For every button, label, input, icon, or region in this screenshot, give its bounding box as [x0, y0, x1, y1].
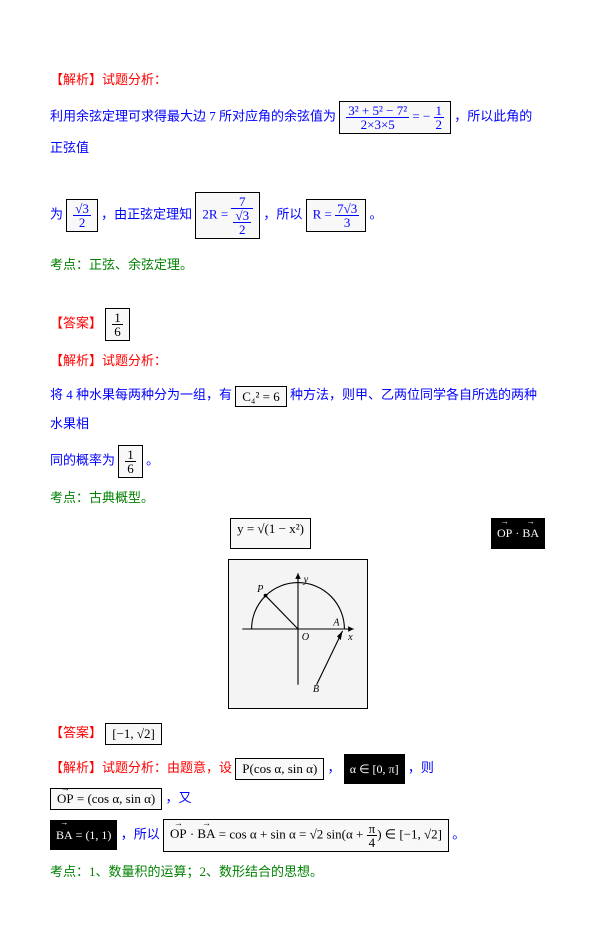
p1-formula-r: R = 7√3 3: [306, 199, 367, 232]
p3-topic: 考点：1、数量积的运算；2、数形结合的思想。: [50, 858, 545, 887]
p2-text-3a: 将 4 种水果每两种分为一组，有: [50, 387, 232, 402]
frac: 7 √3 2: [231, 195, 253, 236]
p1-text-3b: ，由正弦定理知: [101, 207, 192, 222]
p3-text-2a: 【解析】试题分析：由题意，设: [50, 760, 232, 775]
p2-text-4b: 。: [146, 452, 159, 467]
axis-y-label: y: [302, 574, 308, 585]
p3-formula-op: OP = (cos α, sin α): [50, 788, 162, 810]
frac: √3 2: [73, 202, 91, 229]
p1-text-3c: ，所以: [263, 207, 302, 222]
frac: 1 6: [112, 311, 123, 338]
p2-line2: 同的概率为 1 6 。: [50, 445, 545, 478]
p1-formula-sin: √3 2: [66, 199, 98, 232]
p3-text-3b: 。: [452, 826, 465, 841]
p3-answer-value: [−1, √2]: [105, 723, 162, 745]
origin-label: O: [301, 632, 309, 643]
p3-text-3a: ，所以: [121, 826, 160, 841]
frac: 3² + 5² − 7² 2×3×5: [346, 104, 409, 131]
page-content: 【解析】试题分析： 利用余弦定理可求得最大边 7 所对应角的余弦值为 3² + …: [0, 0, 595, 942]
p3-answer-label: 【答案】: [50, 725, 102, 740]
p2-answer-label: 【答案】: [50, 315, 102, 330]
p1-text-2a: 利用余弦定理可求得最大边 7 所对应角的余弦值为: [50, 108, 336, 123]
p1-text-3d: 。: [370, 207, 383, 222]
p3-formula-final: OP · BA = cos α + sin α = √2 sin(α + π4)…: [163, 819, 449, 852]
p1-line2: 为 √3 2 ，由正弦定理知 2R = 7 √3 2 ，所以 R =: [50, 192, 545, 239]
p3-setup: y = √(1 − x²) OP · BA: [50, 518, 545, 548]
p2-formula-c42: C₄² = 6: [235, 386, 286, 408]
p2-answer: 【答案】 1 6: [50, 308, 545, 341]
semicircle-diagram: y x O P A B: [233, 564, 363, 694]
p3-line2: BA = (1, 1) ，所以 OP · BA = cos α + sin α …: [50, 819, 545, 852]
p3-formula-opba-top: OP · BA: [491, 518, 545, 548]
p2-answer-value: 1 6: [105, 308, 130, 341]
p3-text-2d: ，又: [166, 790, 192, 805]
frac: 1 2: [434, 104, 445, 131]
p3-formula-ba: BA = (1, 1): [50, 820, 117, 850]
frac: √3 2: [233, 209, 251, 236]
p3-text-2c: ，则: [408, 760, 434, 775]
p2-text-4a: 同的概率为: [50, 452, 115, 467]
p3-formula-p: P(cos α, sin α): [235, 758, 324, 780]
p2-line1: 将 4 种水果每两种分为一组，有 C₄² = 6 种方法，则甲、乙两位同学各自所…: [50, 381, 545, 438]
p3-text-2b: ，: [328, 760, 341, 775]
point-p-label: P: [256, 583, 263, 594]
point-b-label: B: [312, 684, 319, 694]
p1-line1: 利用余弦定理可求得最大边 7 所对应角的余弦值为 3² + 5² − 7² 2×…: [50, 101, 545, 163]
frac: 7√3 3: [335, 202, 359, 229]
axis-x-label: x: [347, 632, 353, 643]
p1-topic: 考点：正弦、余弦定理。: [50, 251, 545, 280]
p3-formula-alpha: α ∈ [0, π]: [344, 754, 405, 784]
p1-text-3a: 为: [50, 207, 63, 222]
p3-answer: 【答案】 [−1, √2]: [50, 719, 545, 748]
point-a-label: A: [332, 617, 340, 628]
p2-formula-prob: 1 6: [118, 445, 143, 478]
frac: 1 6: [125, 448, 136, 475]
p1-formula-cos: 3² + 5² − 7² 2×3×5 = − 1 2: [339, 101, 451, 134]
figure-box: y x O P A B: [228, 559, 368, 710]
p1-formula-2r: 2R = 7 √3 2: [195, 192, 260, 239]
p2-topic: 考点：古典概型。: [50, 484, 545, 513]
p1-analysis-label: 【解析】试题分析：: [50, 66, 545, 95]
p3-figure: y x O P A B: [228, 559, 368, 710]
p3-formula-curve: y = √(1 − x²): [230, 518, 311, 548]
p2-analysis-label: 【解析】试题分析：: [50, 347, 545, 376]
p3-line1: 【解析】试题分析：由题意，设 P(cos α, sin α) ， α ∈ [0,…: [50, 754, 545, 813]
